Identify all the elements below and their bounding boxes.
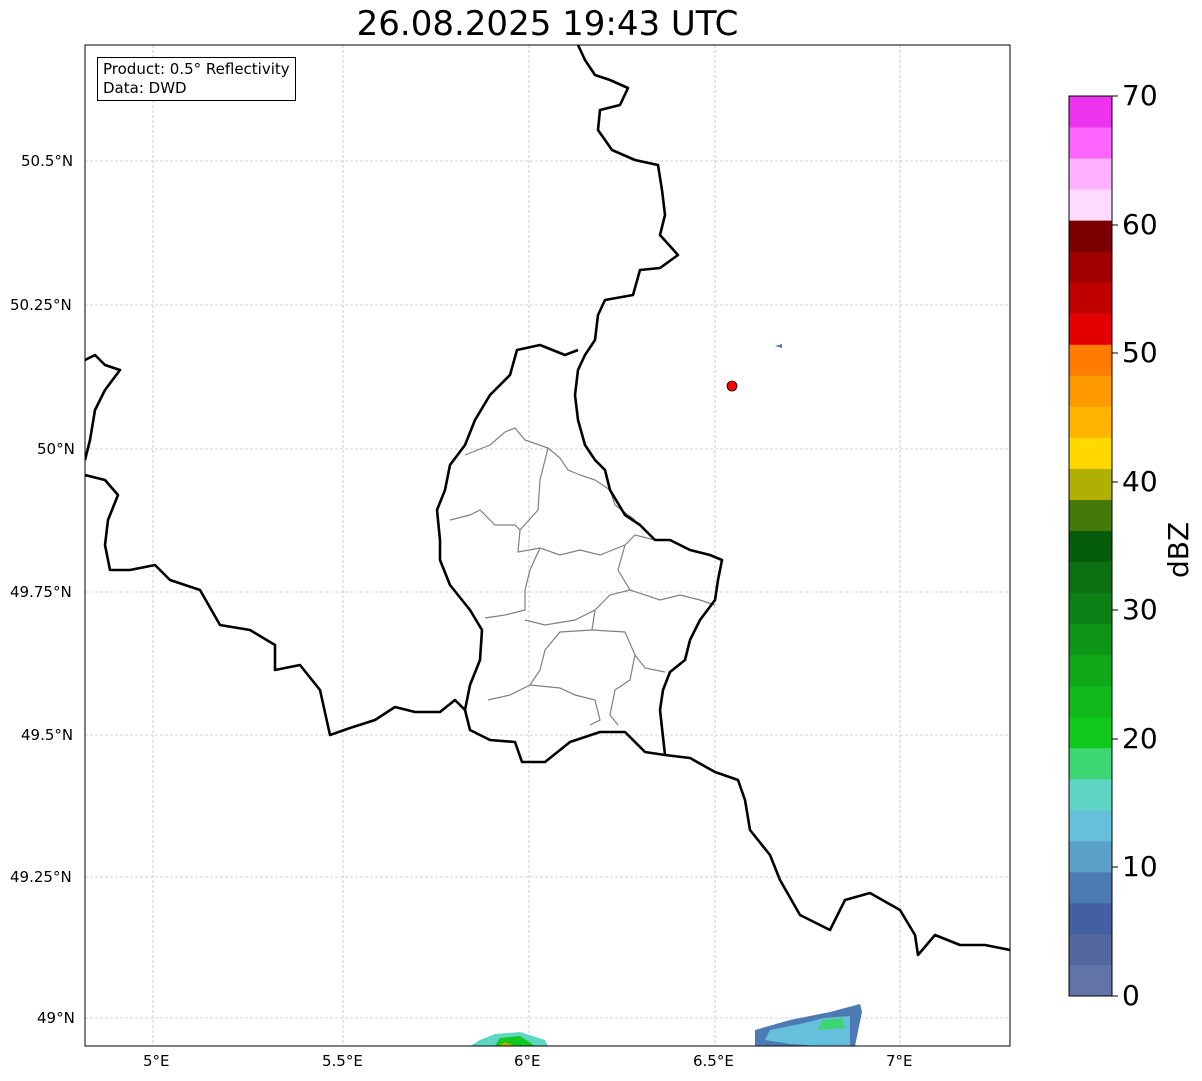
colorbar-bin (1069, 840, 1112, 873)
colorbar-bin (1069, 313, 1112, 345)
colorbar-bin (1069, 871, 1112, 904)
data-source-text: Data: DWD (103, 79, 187, 97)
map-frame (84, 44, 1011, 1047)
colorbar-bin (1069, 716, 1112, 749)
lat-tick: 50.5°N (21, 152, 74, 170)
lat-tick: 49.75°N (10, 583, 72, 601)
colorbar-bin (1069, 251, 1112, 283)
colorbar-bin (1069, 933, 1112, 966)
canton-borders (449, 427, 716, 726)
lat-tick: 49.5°N (21, 726, 74, 744)
colorbar-tick-label: 40 (1122, 465, 1158, 498)
colorbar-label: dBZ (1162, 521, 1195, 578)
radar-site-marker (726, 380, 738, 392)
radar-echoes (470, 344, 862, 1046)
country-borders (85, 45, 1010, 957)
colorbar-tick-label: 70 (1122, 79, 1158, 112)
lon-tick: 7°E (886, 1052, 913, 1070)
colorbar-tick-label: 20 (1122, 722, 1158, 755)
lon-tick: 5.5°E (322, 1052, 363, 1070)
colorbar-bin (1069, 406, 1112, 438)
colorbar-bin (1069, 747, 1112, 780)
colorbar-bin (1069, 685, 1112, 718)
colorbar-bin (1069, 220, 1112, 252)
colorbar-tick-label: 60 (1122, 208, 1158, 241)
colorbar-bin (1069, 902, 1112, 935)
colorbar-bin (1069, 437, 1112, 469)
colorbar-bin (1069, 592, 1112, 625)
colorbar-bin (1069, 964, 1112, 997)
colorbar-bin (1069, 809, 1112, 842)
colorbar-bin (1069, 654, 1112, 687)
colorbar-bin (1069, 561, 1112, 594)
gridlines (85, 45, 1010, 1046)
colorbar-bin (1069, 189, 1112, 221)
colorbar-bin (1069, 623, 1112, 656)
info-box: Product: 0.5° Reflectivity Data: DWD (97, 57, 296, 101)
lat-tick: 50°N (37, 440, 75, 458)
colorbar-tick-label: 30 (1122, 593, 1158, 626)
colorbar-bin (1069, 96, 1112, 128)
colorbar-tick-label: 50 (1122, 336, 1158, 369)
colorbar-tick-label: 0 (1122, 979, 1140, 1012)
colorbar-ticks (1112, 95, 1118, 997)
colorbar-bin (1069, 530, 1112, 563)
colorbar-frame (1068, 95, 1113, 997)
lon-tick: 6.5°E (693, 1052, 734, 1070)
colorbar-bin (1069, 158, 1112, 190)
colorbar-bin (1069, 375, 1112, 407)
colorbar-tick-label: 10 (1122, 850, 1158, 883)
colorbar-bin (1069, 499, 1112, 531)
colorbar (1068, 95, 1113, 997)
product-text: Product: 0.5° Reflectivity (103, 60, 290, 78)
colorbar-bin (1069, 468, 1112, 500)
colorbar-bin (1069, 344, 1112, 376)
colorbar-bin (1069, 778, 1112, 811)
lon-tick: 5°E (143, 1052, 170, 1070)
map-title: 26.08.2025 19:43 UTC (356, 4, 739, 44)
lat-tick: 49.25°N (10, 868, 72, 886)
lat-tick: 49°N (37, 1009, 75, 1027)
colorbar-bin (1069, 127, 1112, 159)
lon-tick: 6°E (514, 1052, 541, 1070)
colorbar-bin (1069, 282, 1112, 314)
lat-tick: 50.25°N (10, 296, 72, 314)
